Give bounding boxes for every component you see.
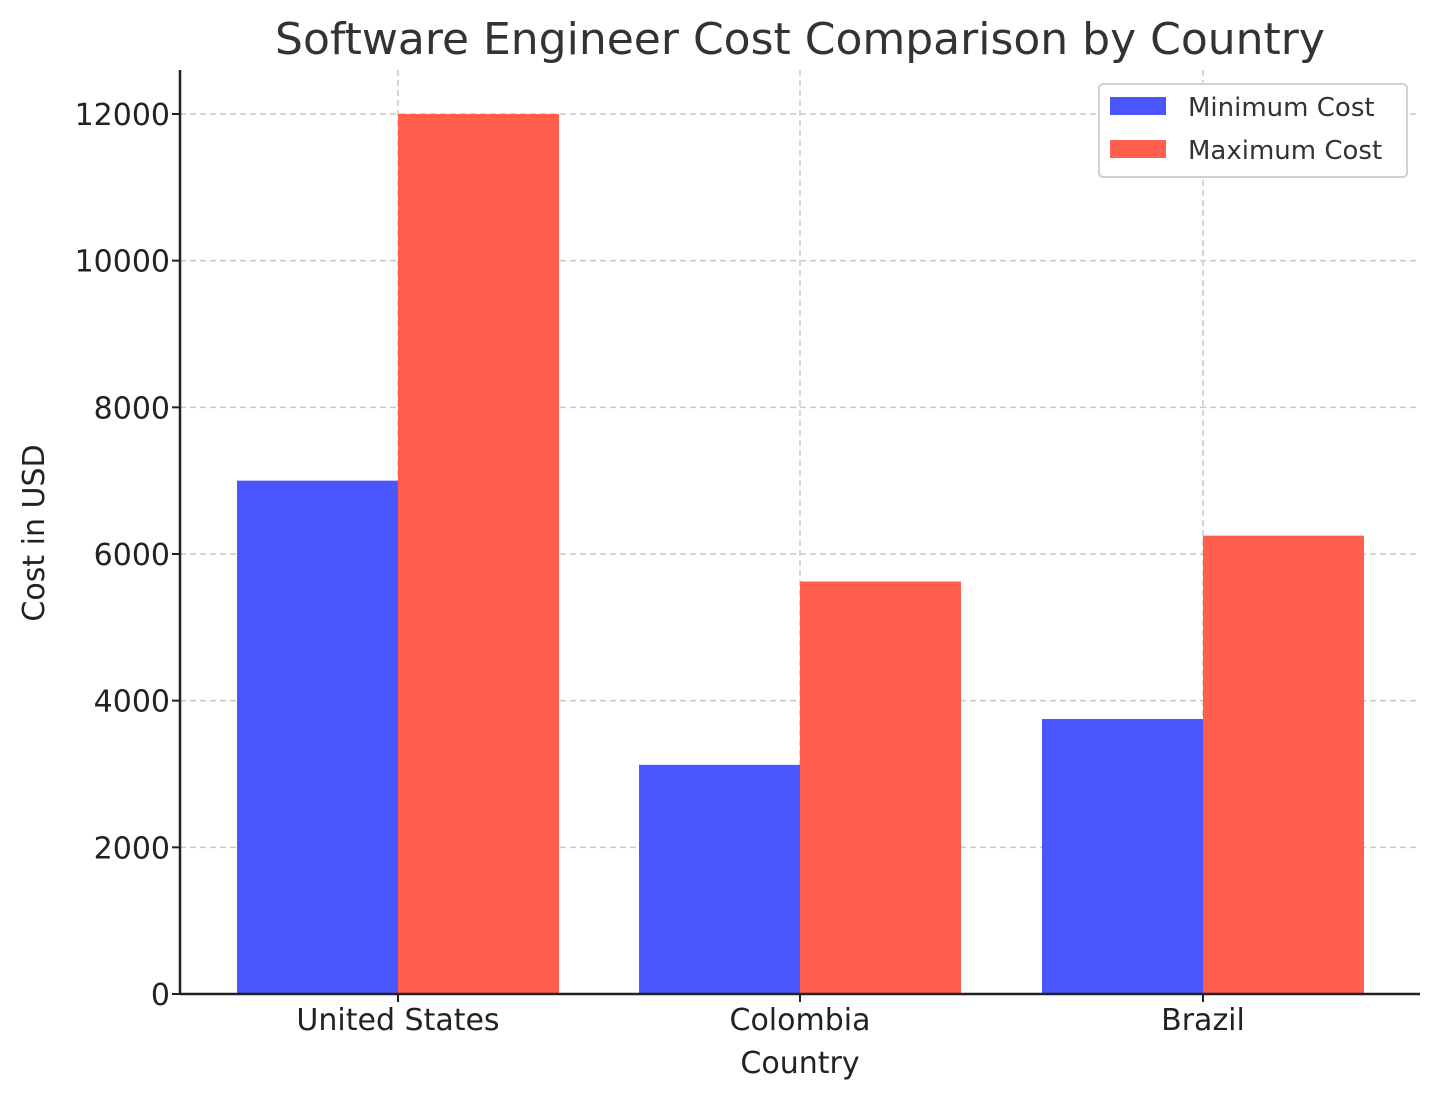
bar-minimum-cost-united-states [237,480,398,995]
x-tick-label-brazil: Brazil [1161,1003,1245,1038]
x-axis-label: Country [740,1046,859,1081]
legend-box [1098,83,1408,178]
y-tick-label-0: 0 [151,978,170,1013]
y-tick-label-8000: 8000 [94,391,170,426]
x-ticks-layer: United States Colombia Brazil [296,994,1245,1038]
bar-minimum-cost-brazil [1042,719,1203,994]
bar-maximum-cost-united-states [398,114,559,994]
legend-label-minimum-cost: Minimum Cost [1188,93,1375,123]
y-tick-label-12000: 12000 [75,98,170,133]
bar-maximum-cost-colombia [800,581,961,994]
legend-swatch-minimum-cost [1110,97,1166,115]
y-tick-label-2000: 2000 [94,831,170,866]
bar-maximum-cost-brazil [1203,535,1364,994]
legend-label-maximum-cost: Maximum Cost [1188,136,1382,166]
chart-title: Software Engineer Cost Comparison by Cou… [275,14,1325,65]
y-tick-label-4000: 4000 [94,685,170,720]
y-tick-label-6000: 6000 [94,538,170,573]
y-ticks-layer: 0 2000 4000 6000 8000 10000 12000 [75,98,180,1013]
x-tick-label-united-states: United States [296,1003,499,1038]
bar-minimum-cost-colombia [639,764,800,994]
x-tick-label-colombia: Colombia [730,1003,871,1038]
legend-swatch-maximum-cost [1110,140,1166,158]
legend: Minimum Cost Maximum Cost [1098,83,1408,178]
y-tick-label-10000: 10000 [75,245,170,280]
y-axis-label: Cost in USD [17,444,52,621]
bars-layer [237,114,1364,995]
